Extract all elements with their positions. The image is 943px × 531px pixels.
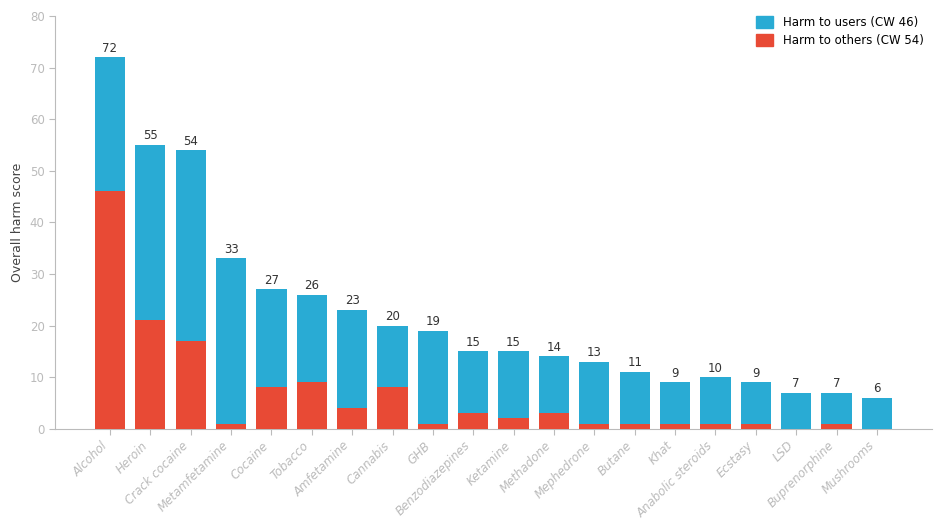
Text: 6: 6 <box>873 382 881 395</box>
Bar <box>620 372 650 424</box>
Bar <box>175 341 206 429</box>
Text: 7: 7 <box>792 377 800 390</box>
Bar <box>701 377 731 424</box>
Bar <box>418 331 448 424</box>
Bar <box>135 145 165 320</box>
Bar <box>821 392 852 424</box>
Bar <box>256 289 287 388</box>
Bar <box>216 424 246 429</box>
Bar <box>216 259 246 424</box>
Bar <box>620 424 650 429</box>
Bar <box>175 150 206 341</box>
Y-axis label: Overall harm score: Overall harm score <box>11 163 25 282</box>
Text: 72: 72 <box>103 42 118 55</box>
Text: 9: 9 <box>671 367 679 380</box>
Bar <box>821 424 852 429</box>
Text: 14: 14 <box>547 341 561 354</box>
Text: 54: 54 <box>183 135 198 148</box>
Bar <box>337 310 367 408</box>
Text: 9: 9 <box>753 367 759 380</box>
Text: 15: 15 <box>466 336 481 349</box>
Bar <box>297 295 327 382</box>
Legend: Harm to users (CW 46), Harm to others (CW 54): Harm to users (CW 46), Harm to others (C… <box>753 14 926 49</box>
Bar <box>862 398 892 429</box>
Text: 26: 26 <box>305 279 320 292</box>
Text: 10: 10 <box>708 362 723 374</box>
Bar <box>458 352 488 413</box>
Bar <box>538 356 570 413</box>
Text: 20: 20 <box>385 310 400 323</box>
Bar <box>256 388 287 429</box>
Bar <box>337 408 367 429</box>
Bar <box>538 413 570 429</box>
Bar <box>95 192 125 429</box>
Text: 19: 19 <box>425 315 440 328</box>
Bar <box>781 392 811 429</box>
Bar <box>95 57 125 192</box>
Bar <box>377 388 407 429</box>
Bar <box>740 382 771 424</box>
Text: 33: 33 <box>223 243 239 256</box>
Bar <box>579 424 609 429</box>
Bar <box>377 326 407 388</box>
Bar <box>458 413 488 429</box>
Bar <box>297 382 327 429</box>
Bar <box>418 424 448 429</box>
Bar <box>499 418 529 429</box>
Bar <box>579 362 609 424</box>
Bar <box>701 424 731 429</box>
Bar <box>660 382 690 424</box>
Text: 11: 11 <box>627 356 642 370</box>
Bar <box>135 320 165 429</box>
Text: 7: 7 <box>833 377 840 390</box>
Text: 15: 15 <box>506 336 521 349</box>
Text: 55: 55 <box>143 130 157 142</box>
Text: 23: 23 <box>345 295 359 307</box>
Bar <box>740 424 771 429</box>
Bar <box>660 424 690 429</box>
Bar <box>499 352 529 418</box>
Text: 13: 13 <box>587 346 602 359</box>
Text: 27: 27 <box>264 274 279 287</box>
